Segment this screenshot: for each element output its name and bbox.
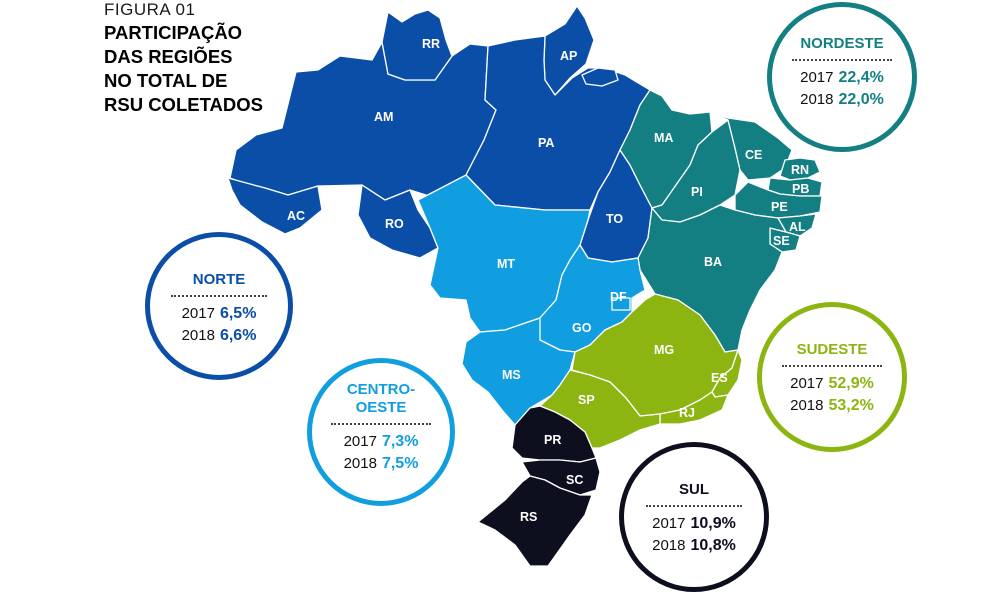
value-2017: 10,9%	[690, 515, 736, 532]
label-pi: PI	[691, 185, 703, 199]
label-al: AL	[789, 220, 806, 234]
value-2018: 6,6%	[219, 327, 257, 344]
label-pe: PE	[771, 200, 788, 214]
year-2017: 2017	[800, 69, 834, 86]
label-ac: AC	[287, 209, 305, 223]
label-pr: PR	[544, 433, 561, 447]
label-ap: AP	[560, 49, 577, 63]
year-2017: 2017	[790, 375, 824, 392]
label-ma: MA	[654, 131, 673, 145]
label-es: ES	[711, 371, 728, 385]
year-2017: 2017	[652, 515, 686, 532]
year-2017: 2017	[181, 305, 215, 322]
region-circle-nordeste: NORDESTE 2017 22,4% 2018 22,0%	[767, 2, 917, 152]
divider	[331, 423, 431, 425]
label-go: GO	[572, 321, 592, 335]
region-name-centro-oeste-line1: CENTRO-	[346, 381, 416, 398]
state-rj[interactable]	[659, 391, 729, 425]
region-circle-sudeste: SUDESTE 2017 52,9% 2018 53,2%	[757, 302, 907, 452]
region-circle-norte: NORTE 2017 6,5% 2018 6,6%	[145, 232, 293, 380]
label-mt: MT	[497, 257, 515, 271]
state-pr[interactable]	[511, 405, 597, 463]
label-ro: RO	[385, 217, 404, 231]
state-am[interactable]	[229, 41, 497, 201]
label-sc: SC	[566, 473, 583, 487]
year-2018: 2018	[343, 455, 377, 472]
label-ms: MS	[502, 368, 521, 382]
value-2017: 22,4%	[838, 69, 884, 86]
value-2018: 22,0%	[838, 91, 884, 108]
value-2018: 7,5%	[381, 455, 419, 472]
label-rj: RJ	[679, 406, 695, 420]
divider	[782, 365, 882, 367]
year-2018: 2018	[181, 327, 215, 344]
state-ce[interactable]	[709, 111, 793, 181]
label-ba: BA	[704, 255, 722, 269]
region-circle-sul: SUL 2017 10,9% 2018 10,8%	[619, 442, 769, 592]
region-circle-centro-oeste: CENTRO- OESTE 2017 7,3% 2018 7,5%	[307, 358, 455, 506]
value-2018: 10,8%	[690, 537, 736, 554]
label-rs: RS	[520, 510, 537, 524]
year-2018: 2018	[800, 91, 834, 108]
region-name-centro-oeste-line2: OESTE	[355, 399, 407, 416]
year-2017: 2017	[343, 433, 377, 450]
label-to: TO	[606, 212, 623, 226]
year-2018: 2018	[790, 397, 824, 414]
label-rr: RR	[422, 37, 440, 51]
divider	[792, 59, 892, 61]
state-df[interactable]	[611, 297, 631, 311]
figure-title-block: FIGURA 01 PARTICIPAÇÃO DAS REGIÕES NO TO…	[104, 0, 264, 117]
state-marajo	[581, 67, 619, 87]
figure-heading: PARTICIPAÇÃO DAS REGIÕES NO TOTAL DE RSU…	[104, 22, 263, 115]
state-rs[interactable]	[477, 475, 593, 566]
region-name-sul: SUL	[679, 481, 709, 498]
state-rn[interactable]	[779, 157, 821, 181]
value-2017: 6,5%	[219, 305, 257, 322]
label-se: SE	[773, 234, 790, 248]
label-df: DF	[610, 290, 627, 304]
label-pa: PA	[538, 136, 554, 150]
region-name-norte: NORTE	[192, 271, 246, 288]
value-2017: 52,9%	[828, 375, 874, 392]
label-rn: RN	[791, 163, 809, 177]
label-mg: MG	[654, 343, 674, 357]
region-name-nordeste: NORDESTE	[800, 35, 884, 52]
value-2017: 7,3%	[381, 433, 419, 450]
label-ce: CE	[745, 148, 762, 162]
year-2018: 2018	[652, 537, 686, 554]
label-am: AM	[374, 110, 393, 124]
brazil-map: RR AP AM PA AC RO TO MA CE RN PB PI PE A…	[227, 5, 823, 566]
value-2018: 53,2%	[828, 397, 874, 414]
label-pb: PB	[792, 182, 809, 196]
state-ac[interactable]	[227, 177, 323, 235]
figure-label: FIGURA 01	[104, 0, 196, 19]
divider	[171, 295, 267, 297]
state-rr[interactable]	[381, 9, 453, 81]
divider	[646, 505, 742, 507]
region-name-sudeste: SUDESTE	[796, 341, 868, 358]
label-sp: SP	[578, 393, 595, 407]
